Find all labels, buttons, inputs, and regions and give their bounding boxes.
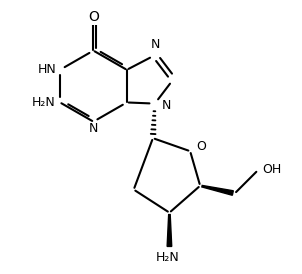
Text: N: N <box>162 99 171 112</box>
Text: N: N <box>89 122 98 135</box>
Polygon shape <box>167 215 172 246</box>
Text: OH: OH <box>262 163 281 176</box>
Text: H₂N: H₂N <box>156 252 179 264</box>
Text: HN: HN <box>37 63 56 76</box>
Polygon shape <box>202 185 233 195</box>
Text: H₂N: H₂N <box>32 96 55 109</box>
Text: N: N <box>151 38 160 52</box>
Text: O: O <box>196 140 206 153</box>
Text: O: O <box>88 10 99 24</box>
